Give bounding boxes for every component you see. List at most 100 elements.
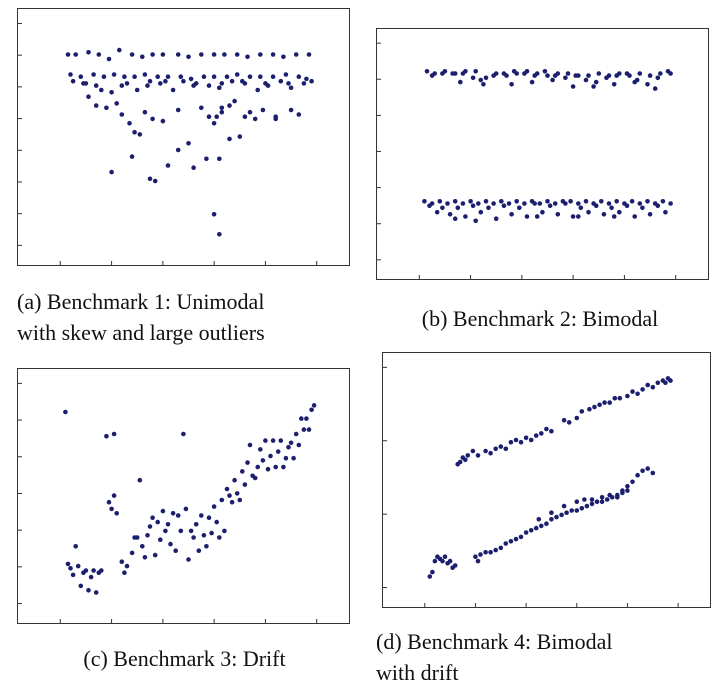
scatter-point [258, 52, 263, 57]
scatter-point [473, 218, 478, 224]
scatter-point [554, 514, 559, 520]
scatter-point [137, 132, 143, 137]
scatter-point [201, 533, 207, 538]
scatter-point [111, 493, 117, 498]
scatter-point [291, 455, 296, 461]
scatter-point [427, 203, 432, 208]
caption-c-line-1: (c) Benchmark 3: Drift [83, 646, 286, 671]
scatter-point [625, 483, 630, 489]
scatter-point [476, 201, 481, 206]
scatter-point [124, 81, 130, 86]
scatter-point [204, 544, 209, 549]
scatter-point [255, 464, 260, 470]
scatter-point [493, 547, 498, 553]
scatter-point [173, 548, 178, 553]
scatter-point [445, 201, 450, 206]
scatter-point [160, 508, 166, 514]
scatter-point [191, 165, 196, 170]
scatter-point [145, 533, 150, 538]
plot-a [17, 8, 350, 266]
scatter-point [533, 433, 539, 438]
scatter-point [265, 466, 271, 472]
scatter-point [247, 74, 253, 79]
scatter-point [111, 72, 117, 77]
scatter-point [109, 169, 114, 175]
scatter-point [655, 203, 661, 208]
scatter-point [232, 477, 237, 483]
scatter-point [140, 544, 145, 549]
scatter-point [132, 129, 137, 135]
scatter-point [604, 497, 610, 502]
scatter-point [555, 212, 561, 217]
scatter-point [483, 75, 489, 81]
scatter-point [447, 212, 453, 217]
scatter-point [509, 82, 514, 87]
scatter-point [635, 391, 640, 397]
scatter-point [615, 495, 620, 500]
scatter-point [517, 205, 522, 211]
scatter-point [160, 52, 166, 57]
scatter-point [219, 109, 225, 115]
scatter-point [142, 109, 148, 115]
scatter-point [460, 71, 466, 76]
scatter-point [532, 73, 537, 78]
plot-frame [17, 368, 350, 624]
scatter-point [624, 71, 630, 76]
scatter-point [114, 511, 119, 516]
scatter-point [637, 71, 643, 76]
scatter-point [234, 72, 240, 77]
scatter-point [440, 71, 445, 76]
scatter-point [617, 209, 622, 215]
scatter-point [550, 77, 555, 83]
scatter-point [119, 83, 125, 88]
scatter-point [493, 216, 499, 221]
scatter-point [660, 199, 666, 204]
scatter-point [219, 105, 225, 111]
scatter-point [536, 517, 542, 522]
scatter-point [498, 545, 504, 551]
scatter-point [288, 440, 294, 446]
scatter-point [429, 73, 435, 78]
scatter-point [513, 437, 519, 443]
scatter-point [463, 214, 468, 219]
scatter-point [483, 550, 488, 555]
scatter-point [513, 536, 519, 542]
scatter-point [270, 74, 276, 79]
caption-b: (b) Benchmark 2: Bimodal [370, 303, 710, 334]
caption-a: (a) Benchmark 1: Unimodal with skew and … [17, 286, 352, 348]
scatter-point [119, 559, 125, 564]
scatter-point [227, 136, 232, 142]
scatter-point [304, 76, 309, 82]
scatter-point [652, 86, 658, 91]
scatter-point [258, 74, 263, 79]
scatter-point [275, 449, 281, 454]
scatter-point [635, 472, 640, 478]
scatter-point [488, 550, 493, 555]
scatter-point [281, 54, 286, 60]
scatter-point [422, 199, 427, 204]
scatter-point [286, 81, 291, 86]
scatter-point [528, 437, 534, 443]
scatter-point [199, 513, 204, 518]
scatter-point [475, 558, 481, 564]
scatter-point [486, 205, 491, 211]
scatter-point [270, 438, 276, 443]
scatter-point [170, 87, 176, 93]
scatter-point [217, 156, 222, 162]
scatter-point [155, 74, 160, 79]
scatter-point [152, 178, 158, 184]
scatter-point [188, 76, 194, 82]
scatter-point [576, 214, 581, 219]
scatter-point [518, 439, 524, 445]
scatter-point [222, 52, 227, 57]
scatter-point [247, 109, 253, 115]
scatter-point [593, 79, 599, 85]
scatter-point [509, 212, 514, 217]
scatter-point [668, 378, 673, 383]
scatter-point [68, 72, 73, 77]
scatter-point [599, 199, 604, 204]
scatter-point [650, 470, 656, 476]
scatter-point [204, 156, 209, 162]
plot-b [376, 28, 709, 280]
scatter-point [617, 395, 623, 401]
